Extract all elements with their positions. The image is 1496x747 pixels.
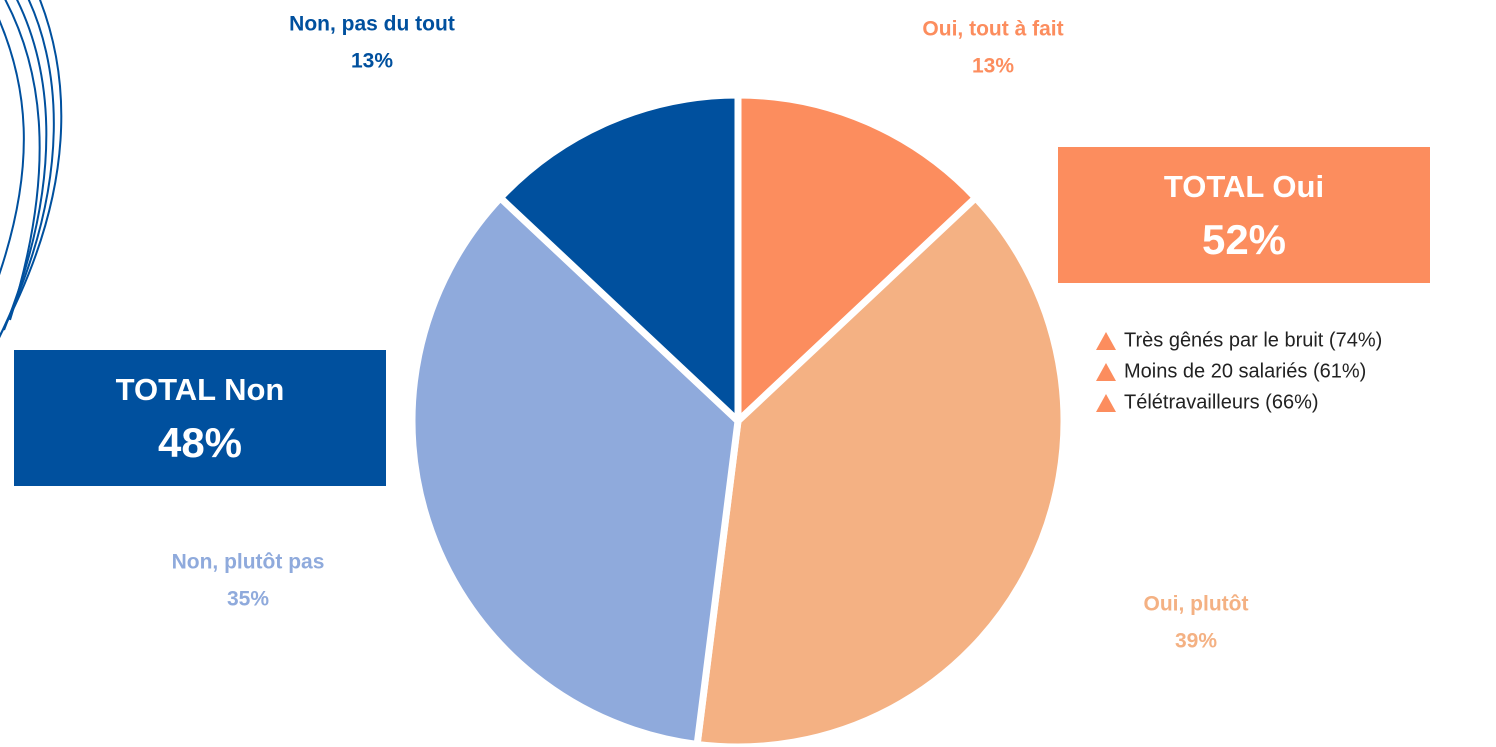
bullet-triangle (1096, 363, 1116, 381)
slice-label: Non, plutôt pas (172, 551, 325, 574)
note: Moins de 20 salariés (61%) (1124, 360, 1366, 382)
pie-slice (693, 194, 1068, 747)
slice-value: 13% (351, 50, 393, 73)
total-value: 48% (158, 419, 242, 466)
slice-value: 13% (972, 55, 1014, 78)
bullet-triangle (1096, 394, 1116, 412)
bullet-triangle (1096, 332, 1116, 350)
slice-value: 35% (227, 588, 269, 611)
total-value: 52% (1202, 216, 1286, 263)
arc (4, 0, 41, 321)
slice-label: Non, pas du tout (289, 13, 455, 36)
total-box (1058, 147, 1430, 283)
pie-slice (734, 91, 980, 425)
arc (0, 0, 55, 339)
decoration (0, 0, 63, 339)
pie-slice (408, 194, 742, 747)
total-label: TOTAL Non (116, 372, 285, 407)
total-label: TOTAL Oui (1164, 169, 1324, 204)
note: Très gênés par le bruit (74%) (1124, 329, 1382, 351)
note: Télétravailleurs (66%) (1124, 391, 1319, 413)
slice-label: Oui, plutôt (1144, 593, 1249, 616)
slice-label: Oui, tout à fait (922, 18, 1063, 41)
arc (3, 0, 48, 331)
total-box (14, 350, 386, 486)
pie-slice (496, 91, 742, 425)
arc (0, 0, 63, 338)
slice-value: 39% (1175, 630, 1217, 653)
arc (0, 19, 25, 276)
